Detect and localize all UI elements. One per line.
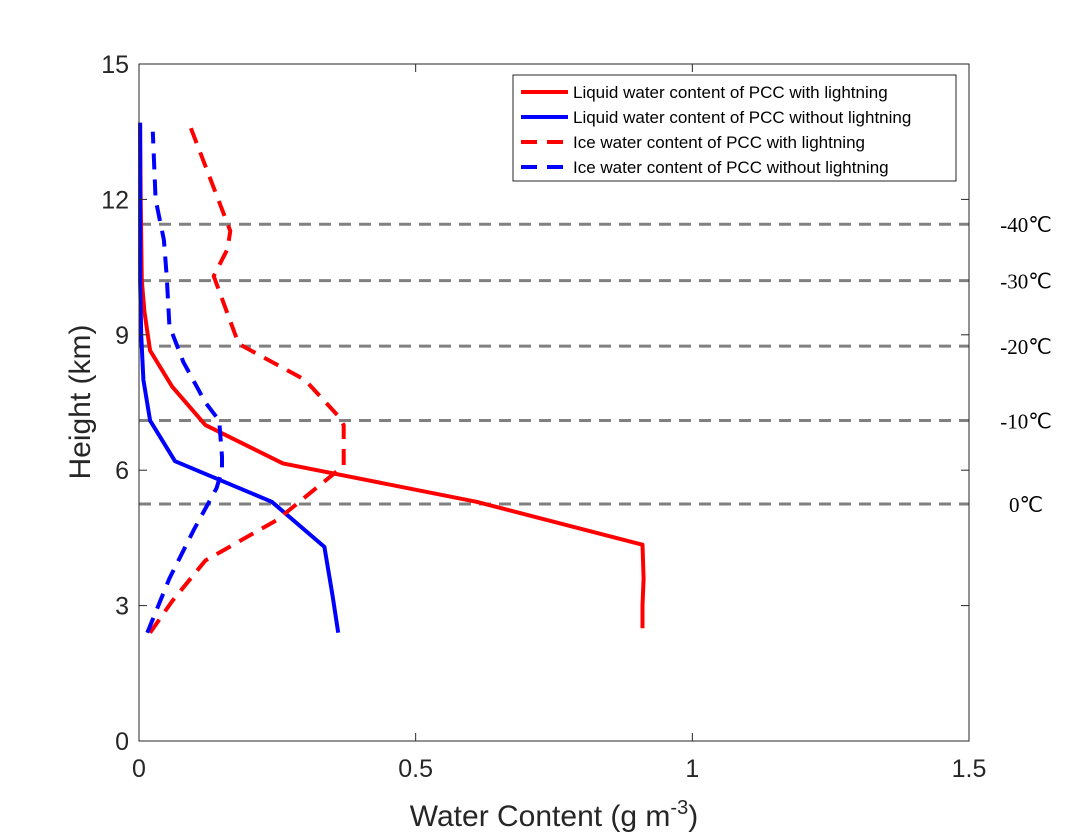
legend-label: Liquid water content of PCC without ligh…: [573, 108, 911, 127]
isotherm-label: -20℃: [1000, 335, 1052, 359]
y-tick-label: 3: [115, 593, 129, 621]
y-tick-label: 9: [115, 322, 129, 350]
series-line-3: [148, 121, 346, 634]
x-tick-label: 1: [685, 755, 699, 783]
legend-label: Liquid water content of PCC with lightni…: [573, 83, 888, 102]
x-axis-label-close: ): [688, 800, 698, 833]
y-axis-label: Height (km): [64, 324, 97, 479]
series-lines: [138, 121, 646, 634]
y-tick-label: 12: [101, 186, 129, 214]
legend-label: Ice water content of PCC with lightning: [573, 133, 865, 152]
y-tick-label: 0: [115, 728, 129, 756]
isotherm-label: 0℃: [1009, 493, 1043, 517]
x-axis-label-main: Water Content (g m: [410, 800, 671, 833]
series-line-4: [145, 131, 224, 634]
x-axis-label: Water Content (g m-3): [410, 797, 698, 833]
isotherm-label: -30℃: [1000, 270, 1052, 294]
legend: Liquid water content of PCC with lightni…: [512, 74, 957, 182]
plot-frame: [138, 63, 970, 742]
y-tick-label: 15: [101, 51, 129, 79]
x-tick-label: 0.5: [398, 755, 433, 783]
legend-label: Ice water content of PCC without lightni…: [573, 158, 889, 177]
isotherm-label: -40℃: [1000, 213, 1052, 237]
isotherm-label: -10℃: [1000, 410, 1052, 434]
axis-ticks: 0 0.5 1 1.5 0 3 6 9 12 15: [101, 51, 986, 783]
series-line-2: [138, 122, 341, 634]
temperature-reference-lines: -40℃ -30℃ -20℃ -10℃ 0℃: [139, 213, 1052, 517]
x-tick-label: 1.5: [952, 755, 987, 783]
y-tick-label: 6: [115, 457, 129, 485]
x-tick-label: 0: [132, 755, 146, 783]
legend-box: [512, 74, 957, 182]
x-axis-label-superscript: -3: [670, 797, 688, 819]
